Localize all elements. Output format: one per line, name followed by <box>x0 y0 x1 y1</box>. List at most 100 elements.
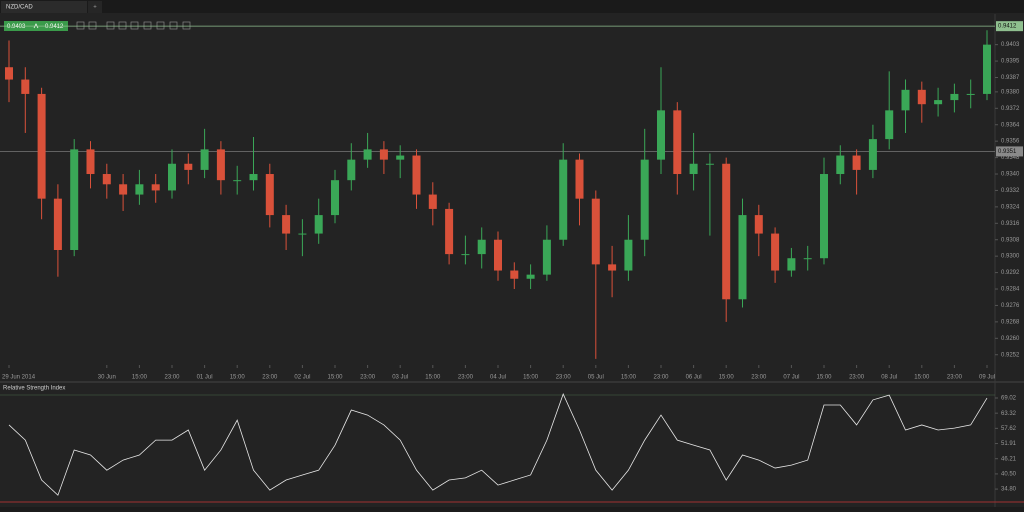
x-tick-label: 09 Jul <box>979 375 995 381</box>
tab-title: NZD/CAD <box>6 5 33 11</box>
tool[interactable] <box>182 21 191 30</box>
candle-body <box>314 215 323 234</box>
candle-body <box>526 274 535 279</box>
candle-body <box>657 110 665 160</box>
x-tick-label: 23:00 <box>556 375 572 381</box>
y-tick-label: 0.9372 <box>1001 106 1020 112</box>
candle-body <box>200 149 209 170</box>
candle-body <box>184 163 193 170</box>
candle-body <box>966 93 975 95</box>
candle-body <box>445 208 454 255</box>
candle-body <box>722 163 731 300</box>
candle-body <box>21 79 30 94</box>
y-tick-label: 0.9332 <box>1001 188 1020 194</box>
tab-bar <box>0 0 1024 13</box>
x-tick-label: 06 Jul <box>686 375 702 381</box>
candle-body <box>820 174 828 259</box>
candle-body <box>885 110 894 140</box>
y-tick-label: 69.02 <box>1001 396 1017 402</box>
x-tick-label: 15:00 <box>425 375 441 381</box>
up-arrow <box>33 23 39 29</box>
toolbar <box>76 21 191 30</box>
new-tab-label: + <box>93 5 97 11</box>
candle-body <box>868 139 877 170</box>
x-tick-label: 15:00 <box>230 375 246 381</box>
x-tick-label: 07 Jul <box>783 375 799 381</box>
price-label: 0.9412 <box>998 24 1017 30</box>
x-tick-label: 23:00 <box>164 375 180 381</box>
y-tick-label: 0.9300 <box>1001 254 1020 260</box>
y-tick-label: 0.9292 <box>1001 270 1020 276</box>
x-tick-label: 15:00 <box>327 375 343 381</box>
y-tick-label: 57.62 <box>1001 426 1017 432</box>
bid: 0.9403 <box>7 24 26 30</box>
x-tick-label: 15:00 <box>132 375 148 381</box>
x-tick-label: 29 Jun 2014 <box>2 375 36 381</box>
candle-body <box>787 258 796 271</box>
candle-body <box>901 89 910 111</box>
rsi-line <box>8 392 988 496</box>
candle-body <box>754 215 763 234</box>
candle-body <box>608 264 617 271</box>
candle-body <box>542 239 551 275</box>
y-tick-label: 0.9403 <box>1001 42 1020 48</box>
candle-body <box>771 233 780 271</box>
y-tick-label: 0.9340 <box>1001 172 1020 178</box>
y-tick-label: 0.9268 <box>1001 319 1020 325</box>
y-tick-label: 0.9252 <box>1001 352 1020 358</box>
candle-body <box>37 93 46 199</box>
tool[interactable] <box>130 21 139 30</box>
x-tick-label: 01 Jul <box>197 375 213 381</box>
candle-body <box>624 239 633 271</box>
candle-body <box>102 174 111 185</box>
candle-body <box>282 215 291 234</box>
x-tick-label: 15:00 <box>816 375 832 381</box>
candle-body <box>396 155 405 160</box>
y-tick-label: 0.9356 <box>1001 139 1020 145</box>
x-tick-label: 04 Jul <box>490 375 506 381</box>
candle-body <box>559 159 568 240</box>
tab[interactable] <box>1 1 87 13</box>
x-tick-label: 15:00 <box>914 375 930 381</box>
x-tick-label: 23:00 <box>751 375 767 381</box>
y-tick-label: 0.9276 <box>1001 303 1020 309</box>
tool[interactable] <box>169 21 178 30</box>
price-label: 0.9351 <box>998 149 1017 155</box>
y-tick-label: 46.21 <box>1001 456 1017 462</box>
tool[interactable] <box>88 21 97 30</box>
new-tab-button[interactable] <box>88 1 102 13</box>
x-tick-label: 23:00 <box>262 375 278 381</box>
candle-body <box>738 215 747 300</box>
x-tick-label: 23:00 <box>947 375 963 381</box>
x-tick-label: 15:00 <box>621 375 637 381</box>
candle-body <box>379 149 388 160</box>
candle-body <box>216 149 225 181</box>
candle-body <box>705 163 714 165</box>
candle-body <box>412 155 421 195</box>
y-tick-label: 51.91 <box>1001 441 1017 447</box>
x-tick-label: 23:00 <box>849 375 865 381</box>
candle-body <box>510 270 519 279</box>
candle-body <box>168 163 176 191</box>
x-tick-label: 03 Jul <box>392 375 408 381</box>
tool[interactable] <box>118 21 127 30</box>
candle-body <box>363 149 372 160</box>
candle-body <box>917 89 926 105</box>
candle-body <box>575 159 584 199</box>
y-tick-label: 34.80 <box>1001 487 1017 493</box>
y-tick-label: 0.9380 <box>1001 89 1020 95</box>
tool[interactable] <box>143 21 152 30</box>
y-tick-label: 0.9308 <box>1001 237 1020 243</box>
candle-body <box>265 174 274 216</box>
tool[interactable] <box>156 21 165 30</box>
tool[interactable] <box>106 21 115 30</box>
x-tick-label: 05 Jul <box>588 375 604 381</box>
candle-body <box>934 100 943 105</box>
candle-body <box>298 233 307 235</box>
candle-body <box>233 180 242 182</box>
tool[interactable] <box>76 21 85 30</box>
candle-body <box>591 198 600 265</box>
ask: 0.9412 <box>45 24 64 30</box>
y-tick-label: 0.9364 <box>1001 122 1020 128</box>
